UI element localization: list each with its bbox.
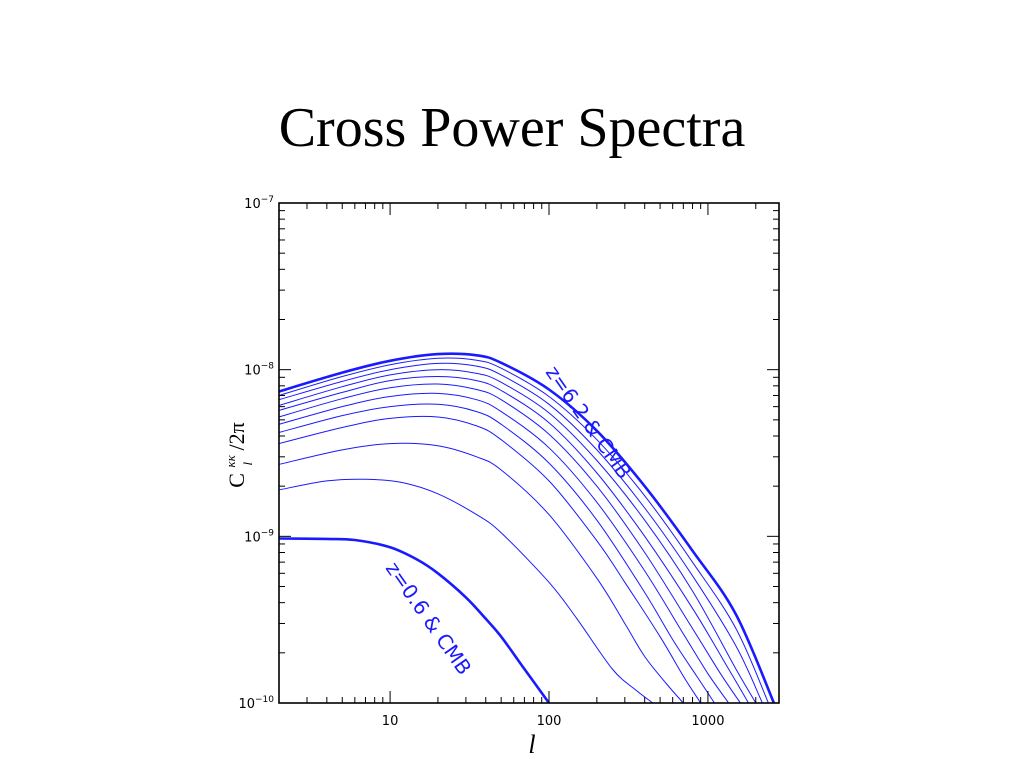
series-line-12 (279, 537, 551, 703)
x-axis-label: l (528, 730, 535, 759)
x-tick-label: 100 (537, 714, 562, 729)
plot-frame (278, 202, 780, 704)
series-line-10 (279, 442, 684, 703)
x-tick-label: 10 (382, 714, 399, 729)
axis-ticks (278, 202, 779, 704)
y-axis-label-tail: /2π (224, 422, 249, 450)
series-line-8 (279, 403, 715, 703)
slide-title: Cross Power Spectra (278, 97, 746, 159)
series-line-3 (279, 362, 763, 703)
series-line-5 (279, 375, 749, 703)
annotation-z06-cmb: z=0.6 & CMB (381, 557, 477, 679)
y-tick-label: 10−8 (244, 362, 274, 379)
series-line-2 (279, 357, 769, 703)
series-line-4 (279, 369, 757, 703)
annotation-z62-cmb: z=6.2 & CMB (541, 361, 637, 483)
y-tick-label: 10−9 (244, 528, 274, 545)
y-axis-label-sup: κκ (223, 454, 238, 467)
axis-tick-labels: 10 100 1000 10−10 10−9 10−8 10−7 (238, 195, 724, 729)
series-line-7 (279, 392, 730, 703)
y-axis-label: C κκ l /2π (215, 422, 257, 488)
y-tick-label: 10−10 (238, 695, 274, 712)
plot-curves (279, 352, 776, 703)
series-line-11 (279, 478, 654, 703)
y-axis-label-sub: l (240, 462, 255, 466)
y-tick-label: 10−7 (244, 195, 274, 212)
series-line-1 (279, 352, 776, 703)
x-tick-label: 1000 (691, 714, 724, 729)
series-line-9 (279, 415, 702, 703)
y-axis-label-base: C (224, 473, 249, 488)
series-line-6 (279, 383, 741, 703)
